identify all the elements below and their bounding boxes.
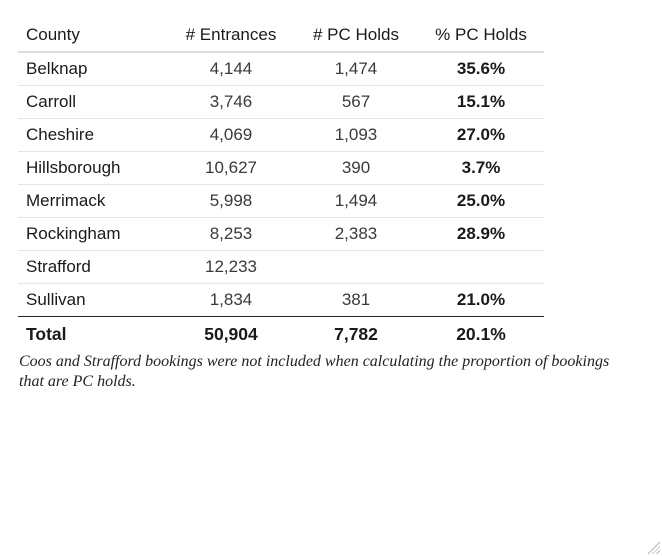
pct-pc-holds-cell: 27.0%: [418, 118, 544, 152]
column-header-entrances: # Entrances: [168, 18, 294, 53]
table-row: Strafford 12,233: [18, 250, 544, 284]
pct-pc-holds-cell: 21.0%: [418, 283, 544, 317]
county-cell: Strafford: [18, 250, 168, 284]
table-row: Sullivan 1,834 381 21.0%: [18, 283, 544, 317]
entrances-cell: 10,627: [168, 151, 294, 185]
total-entrances: 50,904: [204, 323, 258, 344]
pct-pc-holds-cell: [418, 250, 544, 284]
pc-holds-cell: 567: [294, 85, 418, 119]
county-cell: Rockingham: [18, 217, 168, 251]
county-cell: Cheshire: [18, 118, 168, 152]
column-header-county: County: [18, 18, 168, 53]
table-row: Rockingham 8,253 2,383 28.9%: [18, 217, 544, 251]
pc-holds-cell: [294, 250, 418, 284]
table-header: County # Entrances # PC Holds % PC Holds: [18, 18, 544, 53]
entrances-cell: 3,746: [168, 85, 294, 119]
county-cell: Belknap: [18, 52, 168, 86]
county-table-container: County # Entrances # PC Holds % PC Holds…: [18, 18, 544, 351]
table-footnote: Coos and Strafford bookings were not inc…: [19, 353, 610, 390]
table-row: Belknap 4,144 1,474 35.6%: [18, 52, 544, 86]
table-body: Belknap 4,144 1,474 35.6% Carroll 3,746 …: [18, 52, 544, 317]
entrances-cell: 4,069: [168, 118, 294, 152]
entrances-cell: 12,233: [168, 250, 294, 284]
table-row: Hillsborough 10,627 390 3.7%: [18, 151, 544, 185]
column-header-pc-holds: # PC Holds: [294, 18, 418, 53]
county-cell: Merrimack: [18, 184, 168, 218]
entrances-cell: 8,253: [168, 217, 294, 251]
entrances-cell: 4,144: [168, 52, 294, 86]
header-row: County # Entrances # PC Holds % PC Holds: [18, 18, 544, 53]
pct-pc-holds-cell: 25.0%: [418, 184, 544, 218]
pc-holds-cell: 1,093: [294, 118, 418, 152]
column-header-pct-pc-holds: % PC Holds: [418, 18, 544, 53]
pc-holds-cell: 2,383: [294, 217, 418, 251]
total-label: Total: [26, 323, 67, 344]
entrances-cell: 5,998: [168, 184, 294, 218]
county-cell: Sullivan: [18, 283, 168, 317]
table-row: Cheshire 4,069 1,093 27.0%: [18, 118, 544, 152]
pct-pc-holds-cell: 15.1%: [418, 85, 544, 119]
total-row: Total 50,904 7,782 20.1%: [18, 317, 544, 352]
pct-pc-holds-cell: 35.6%: [418, 52, 544, 86]
pct-pc-holds-cell: 28.9%: [418, 217, 544, 251]
table-row: Merrimack 5,998 1,494 25.0%: [18, 184, 544, 218]
table-footer: Total 50,904 7,782 20.1%: [18, 317, 544, 352]
entrances-cell: 1,834: [168, 283, 294, 317]
pc-holds-cell: 1,474: [294, 52, 418, 86]
total-pc-holds: 7,782: [334, 323, 378, 344]
pc-holds-cell: 390: [294, 151, 418, 185]
pc-holds-table: County # Entrances # PC Holds % PC Holds…: [18, 18, 544, 351]
county-cell: Hillsborough: [18, 151, 168, 185]
pc-holds-cell: 381: [294, 283, 418, 317]
pct-pc-holds-cell: 3.7%: [418, 151, 544, 185]
resize-grip-icon[interactable]: [646, 540, 660, 554]
total-pct-pc-holds: 20.1%: [456, 323, 506, 344]
county-cell: Carroll: [18, 85, 168, 119]
pc-holds-cell: 1,494: [294, 184, 418, 218]
table-row: Carroll 3,746 567 15.1%: [18, 85, 544, 119]
